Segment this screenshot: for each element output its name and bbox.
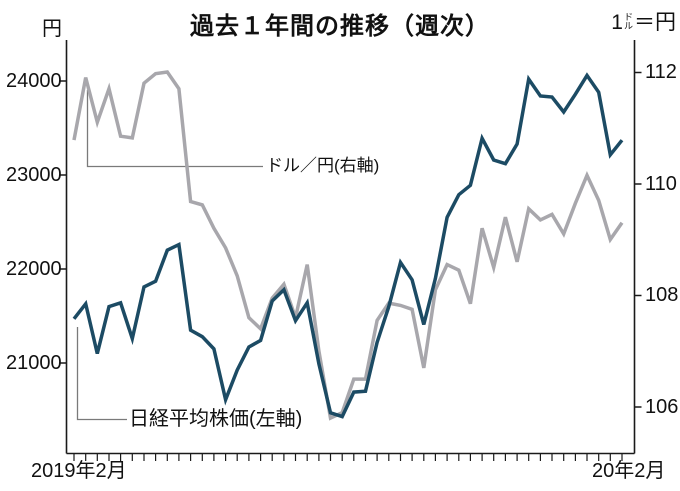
nikkei-series-label: 日経平均株価(左軸) [129, 408, 303, 430]
page-title: 過去１年間の推移（週次） [190, 13, 490, 40]
right-axis-unit: 1 ドル＝円 [611, 12, 676, 34]
left-axis-ticks [59, 80, 67, 364]
right-axis-unit-small-kana: ドル [624, 13, 633, 31]
x-axis-end-label: 20年2月 [592, 460, 666, 482]
right-axis-unit-kana-bottom: ル [623, 21, 633, 31]
nikkei-callout-line [76, 327, 127, 421]
right-axis-unit-kana-top: ド [623, 12, 633, 22]
right-axis-unit-suffix: ＝円 [634, 11, 676, 34]
right-axis-label-110: 110 [645, 173, 677, 195]
x-axis-start-label: 2019年2月 [31, 460, 127, 482]
left-axis-label-21000: 21000 [6, 352, 62, 374]
right-axis-ticks [634, 71, 642, 408]
usdjpy-callout-line [86, 90, 263, 168]
left-axis-label-24000: 24000 [6, 70, 62, 92]
nikkei-line [72, 72, 624, 419]
x-axis-week-ticks [73, 453, 623, 461]
left-axis-label-22000: 22000 [6, 258, 62, 280]
right-axis-unit-prefix: 1 [611, 11, 623, 34]
usdjpy-line [72, 70, 624, 421]
right-axis-label-112: 112 [645, 61, 677, 83]
right-axis-label-108: 108 [645, 284, 679, 306]
right-axis-label-106: 106 [645, 396, 679, 418]
usdjpy-series-label: ドル／円(右軸) [266, 156, 380, 175]
left-axis-unit: 円 [42, 18, 62, 40]
left-axis-label-23000: 23000 [6, 164, 62, 186]
